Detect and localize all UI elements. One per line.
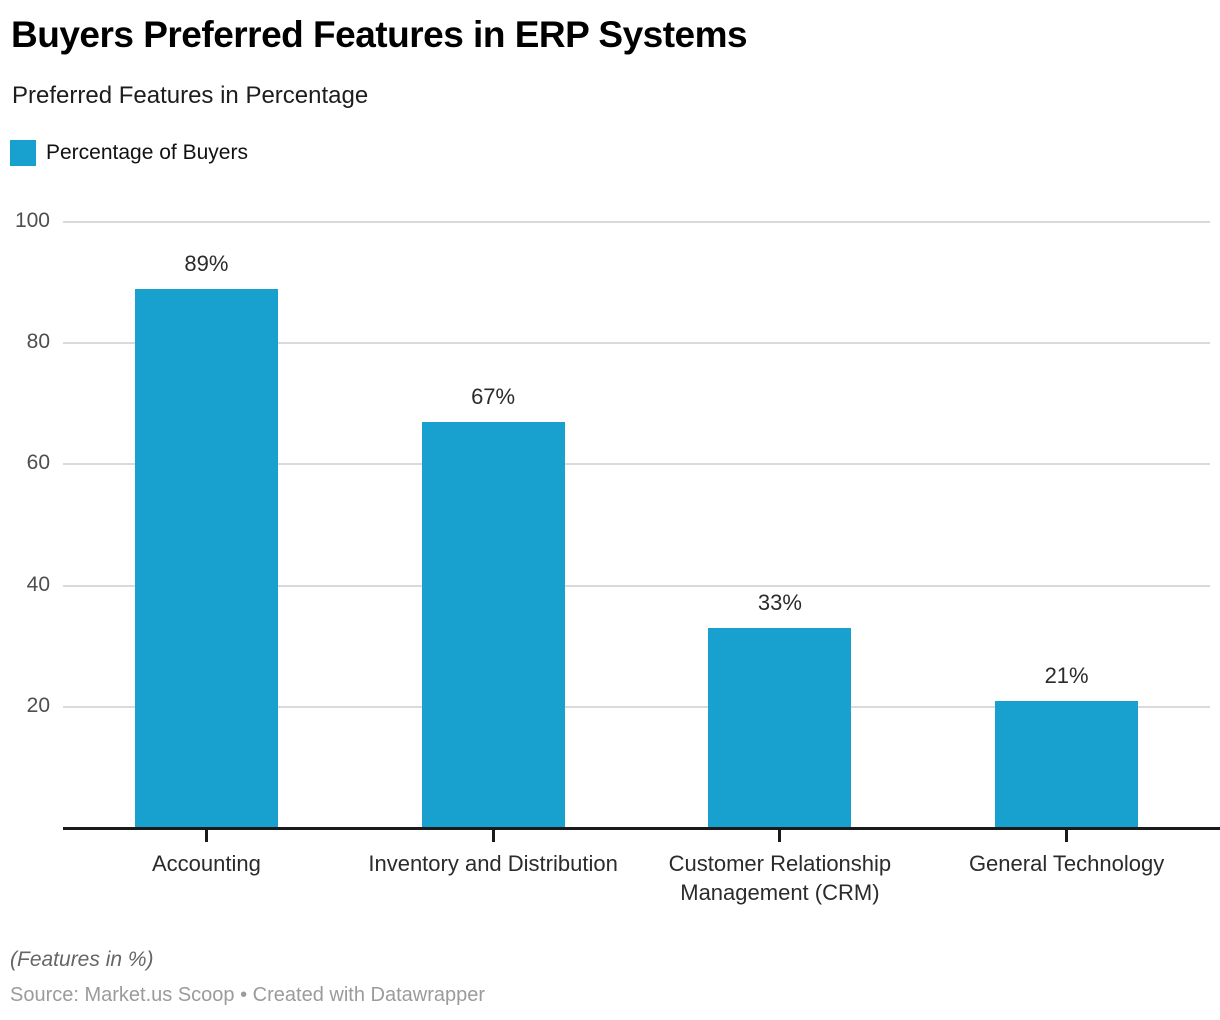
bar-inventory-and-distribution[interactable] <box>421 422 565 828</box>
bar-general-technology[interactable] <box>995 700 1139 828</box>
x-axis-tick <box>1065 830 1069 842</box>
bar-value-label: 89% <box>184 250 229 276</box>
x-axis-tick <box>778 830 782 842</box>
legend: Percentage of Buyers <box>10 140 248 166</box>
bar-value-label: 21% <box>1044 662 1089 688</box>
x-axis-tick <box>204 830 208 842</box>
bar-accounting[interactable] <box>134 288 278 828</box>
gridline <box>63 463 1210 466</box>
bar-value-label: 67% <box>471 384 516 409</box>
y-axis-tick-label: 40 <box>26 572 50 596</box>
legend-label: Percentage of Buyers <box>46 141 248 164</box>
x-axis-tick <box>491 830 495 842</box>
gridline <box>63 342 1210 345</box>
chart-subtitle: Preferred Features in Percentage <box>12 82 369 109</box>
chart-notes: (Features in %) <box>10 948 154 971</box>
x-axis-category-label: General Technology <box>968 851 1165 876</box>
bar-customer-relationship-management-crm[interactable] <box>708 628 852 828</box>
x-axis-category-label: Customer Relationship Management (CRM) <box>668 851 892 905</box>
bar-value-label: 33% <box>757 590 802 615</box>
chart-title: Buyers Preferred Features in ERP Systems <box>11 14 748 55</box>
x-axis-category-label: Accounting <box>151 851 261 876</box>
gridline <box>63 705 1210 708</box>
legend-swatch <box>10 140 36 166</box>
y-axis-tick-label: 80 <box>26 330 50 354</box>
chart-source-line: Source: Market.us Scoop • Created with D… <box>10 984 485 1006</box>
x-axis-category-label: Inventory and Distribution <box>368 851 618 876</box>
gridline <box>63 584 1210 587</box>
y-axis-tick-label: 100 <box>14 209 50 232</box>
y-axis-tick-label: 20 <box>26 693 50 717</box>
x-axis-line <box>63 827 1220 830</box>
gridline <box>63 221 1210 223</box>
y-axis-tick-label: 60 <box>26 451 50 475</box>
